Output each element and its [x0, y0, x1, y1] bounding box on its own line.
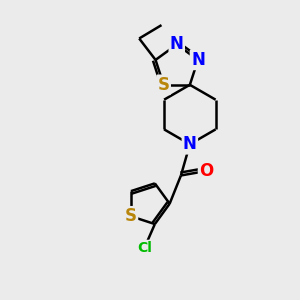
- Text: S: S: [158, 76, 169, 94]
- Text: N: N: [183, 135, 197, 153]
- Text: S: S: [125, 207, 137, 225]
- Text: N: N: [170, 35, 184, 53]
- Text: Cl: Cl: [137, 241, 152, 255]
- Text: O: O: [199, 162, 213, 180]
- Text: N: N: [191, 51, 205, 69]
